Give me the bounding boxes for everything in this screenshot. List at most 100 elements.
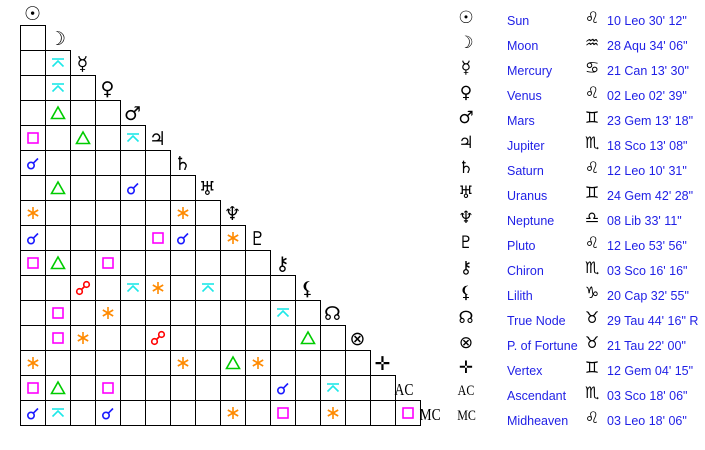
aspect-cell: [195, 225, 221, 251]
aquarius-icon: ♒: [584, 33, 600, 52]
conjunction-aspect-icon: [25, 230, 41, 246]
aspect-cell: [220, 225, 246, 251]
saturn-icon: ♄: [458, 158, 474, 178]
vertex-icon: ✛: [458, 358, 474, 378]
aspect-cell: [95, 200, 121, 226]
aspect-cell: [70, 225, 96, 251]
aspect-cell: [195, 300, 221, 326]
aspect-cell: [170, 275, 196, 301]
aspect-cell: [45, 225, 71, 251]
aspect-cell: [70, 350, 96, 376]
aspect-cell: [45, 400, 71, 426]
planet-name: Pluto: [507, 239, 536, 253]
aspect-cell: [145, 175, 171, 201]
planet-name: Mercury: [507, 64, 553, 78]
p-of-fortune-glyph-icon: ⊗: [349, 328, 366, 350]
aspect-cell: [145, 250, 171, 276]
aspect-cell: [45, 200, 71, 226]
aspect-cell: [20, 75, 46, 101]
conjunction-aspect-icon: [25, 405, 41, 421]
aspect-cell: [270, 350, 296, 376]
conjunction-aspect-icon: [125, 180, 141, 196]
sextile-aspect-icon: [325, 405, 341, 421]
aspect-cell: [45, 325, 71, 351]
aspect-cell: [120, 300, 146, 326]
aspect-cell: [245, 275, 271, 301]
planet-row-p-of-fortune: ⊗ P. of Fortune ♉ 21 Tau 22' 00": [450, 330, 705, 355]
aspect-cell: [20, 300, 46, 326]
leo-icon: ♌: [584, 158, 600, 177]
cancer-icon: ♋: [584, 58, 600, 77]
lilith-glyph-icon: ⚸: [300, 278, 315, 300]
aspect-cell: [70, 275, 96, 301]
aspect-cell: [120, 225, 146, 251]
planet-row-lilith: ⚸ Lilith ♑ 20 Cap 32' 55": [450, 280, 705, 305]
quincunx-aspect-icon: [50, 405, 66, 421]
trine-aspect-icon: [50, 105, 66, 121]
aspect-cell: [70, 150, 96, 176]
aspect-cell: [45, 175, 71, 201]
aspect-cell: [95, 275, 121, 301]
square-aspect-icon: [150, 230, 166, 246]
aspect-cell: [95, 225, 121, 251]
planet-name: Ascendant: [507, 389, 567, 403]
uranus-glyph-icon: ♅: [198, 178, 217, 200]
sextile-aspect-icon: [225, 405, 241, 421]
planet-row-midheaven: MC Midheaven ♌ 03 Leo 18' 06": [450, 405, 705, 430]
aspect-cell: [345, 350, 371, 376]
aspect-cell: [220, 325, 246, 351]
planet-row-uranus: ♅ Uranus ♊ 24 Gem 42' 28": [450, 180, 705, 205]
mars-glyph-icon: ♂: [123, 103, 142, 125]
mars-icon: ♂: [458, 108, 474, 128]
scorpio-icon: ♏: [584, 258, 600, 277]
aspect-cell: [120, 175, 146, 201]
planet-row-vertex: ✛ Vertex ♊ 12 Gem 04' 15": [450, 355, 705, 380]
aspect-cell: [95, 375, 121, 401]
square-aspect-icon: [100, 380, 116, 396]
planet-row-jupiter: ♃ Jupiter ♏ 18 Sco 13' 08": [450, 130, 705, 155]
planet-name: True Node: [507, 314, 566, 328]
trine-aspect-icon: [225, 355, 241, 371]
quincunx-aspect-icon: [125, 130, 141, 146]
aspect-cell: [120, 325, 146, 351]
mercury-glyph-icon: ☿: [76, 53, 89, 75]
aspect-cell: [170, 200, 196, 226]
planet-row-mars: ♂ Mars ♊ 23 Gem 13' 18": [450, 105, 705, 130]
aspect-cell: [45, 75, 71, 101]
aspect-cell: [20, 25, 46, 51]
aspect-cell: [20, 175, 46, 201]
square-aspect-icon: [25, 130, 41, 146]
planet-position: 28 Aqu 34' 06": [607, 39, 688, 53]
aspect-cell: [295, 350, 321, 376]
aspect-cell: [170, 225, 196, 251]
mercury-icon: ☿: [460, 58, 472, 78]
aspect-cell: [95, 100, 121, 126]
aspect-cell: [195, 375, 221, 401]
midheaven-icon: MC: [457, 408, 476, 424]
taurus-icon: ♉: [584, 308, 600, 327]
leo-icon: ♌: [584, 233, 600, 252]
neptune-glyph-icon: ♆: [223, 203, 242, 225]
planet-name: Chiron: [507, 264, 544, 278]
aspect-cell: [270, 300, 296, 326]
planet-row-ascendant: AC Ascendant ♏ 03 Sco 18' 06": [450, 380, 705, 405]
aspect-cell: [195, 325, 221, 351]
planet-name: Venus: [507, 89, 542, 103]
aspect-cell: [120, 350, 146, 376]
planet-position: 20 Cap 32' 55": [607, 289, 689, 303]
planet-row-venus: ♀ Venus ♌ 02 Leo 02' 39": [450, 80, 705, 105]
planet-name: Mars: [507, 114, 535, 128]
sextile-aspect-icon: [25, 355, 41, 371]
chiron-icon: ⚷: [459, 258, 473, 278]
sextile-aspect-icon: [250, 355, 266, 371]
sextile-aspect-icon: [25, 205, 41, 221]
aspect-cell: [20, 350, 46, 376]
planet-position: 18 Sco 13' 08": [607, 139, 688, 153]
aspect-cell: [45, 275, 71, 301]
aspect-cell: [95, 300, 121, 326]
planet-name: Uranus: [507, 189, 548, 203]
aspect-cell: [20, 250, 46, 276]
aspect-cell: [295, 375, 321, 401]
aspect-cell: [95, 350, 121, 376]
planet-position: 12 Gem 04' 15": [607, 364, 694, 378]
